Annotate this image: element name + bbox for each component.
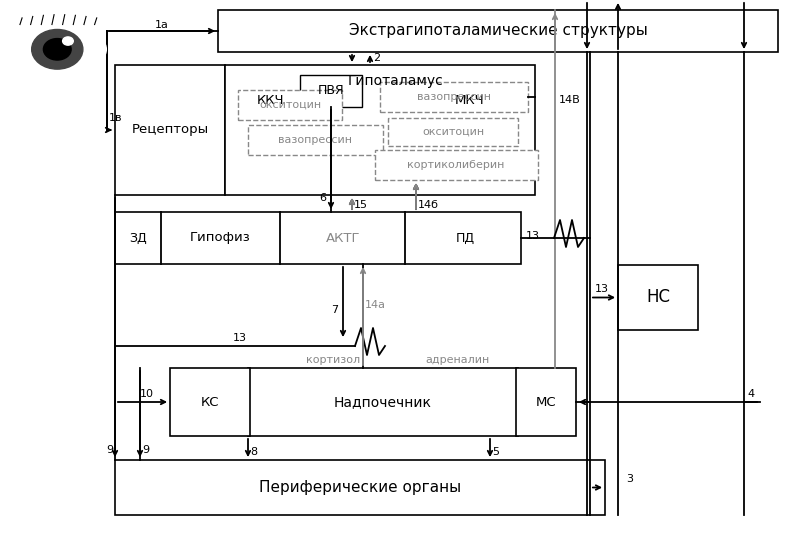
Text: 6: 6	[319, 193, 326, 203]
Text: адреналин: адреналин	[426, 355, 490, 365]
Text: 9: 9	[142, 445, 149, 455]
Text: МКЧ: МКЧ	[455, 93, 485, 107]
Bar	[375, 150, 538, 180]
Text: Периферические органы: Периферические органы	[259, 480, 461, 495]
Bar	[225, 65, 535, 195]
Text: 10: 10	[140, 389, 154, 399]
Text: кортиколиберин: кортиколиберин	[408, 160, 505, 170]
Bar	[248, 368, 518, 436]
Text: КС: КС	[201, 395, 220, 408]
Text: окситоцин: окситоцин	[422, 127, 484, 137]
Text: 13: 13	[526, 231, 540, 241]
Text: 13: 13	[595, 285, 609, 295]
Bar	[238, 90, 342, 120]
Ellipse shape	[62, 37, 73, 45]
Text: 1а: 1а	[155, 20, 169, 30]
Bar	[248, 125, 383, 155]
Text: 7: 7	[331, 305, 338, 315]
Text: ПД: ПД	[456, 231, 475, 245]
Text: 3: 3	[626, 474, 634, 484]
Text: вазопрессин: вазопрессин	[417, 92, 491, 102]
Text: ККЧ: ККЧ	[256, 93, 284, 107]
Bar	[300, 75, 362, 107]
Ellipse shape	[43, 38, 71, 60]
Text: НС: НС	[646, 288, 670, 306]
Text: Надпочечник: Надпочечник	[334, 395, 432, 409]
Bar	[618, 265, 698, 330]
Bar	[516, 368, 576, 436]
Bar	[115, 460, 605, 515]
Text: Экстрагипоталамические структуры: Экстрагипоталамические структуры	[348, 23, 647, 38]
Bar	[388, 118, 518, 146]
Text: Рецепторы: Рецепторы	[131, 124, 209, 136]
Text: ЗД: ЗД	[129, 231, 147, 245]
Text: 14а: 14а	[365, 300, 386, 310]
Text: окситоцин: окситоцин	[259, 100, 321, 110]
Ellipse shape	[32, 29, 83, 69]
Bar	[115, 212, 521, 264]
Text: Гипофиз: Гипофиз	[190, 231, 250, 245]
Text: 14В: 14В	[559, 95, 581, 105]
Text: ПВЯ: ПВЯ	[318, 85, 344, 98]
Text: Гипоталамус: Гипоталамус	[348, 74, 443, 88]
Text: МС: МС	[536, 395, 556, 408]
Bar	[380, 82, 528, 112]
Bar	[115, 65, 225, 195]
Text: 13: 13	[233, 333, 247, 343]
Text: 2: 2	[373, 53, 380, 63]
Text: 15: 15	[354, 200, 368, 210]
Bar	[218, 10, 778, 52]
Ellipse shape	[8, 25, 107, 74]
Text: 1в: 1в	[109, 113, 122, 123]
Text: АКТГ: АКТГ	[325, 231, 360, 245]
Text: вазопрессин: вазопрессин	[278, 135, 352, 145]
Bar	[170, 368, 250, 436]
Text: 4: 4	[748, 389, 755, 399]
Text: 14б: 14б	[418, 200, 439, 210]
Text: 5: 5	[492, 447, 499, 457]
Text: 8: 8	[250, 447, 257, 457]
Text: кортизол: кортизол	[306, 355, 360, 365]
Text: 9: 9	[106, 445, 113, 455]
